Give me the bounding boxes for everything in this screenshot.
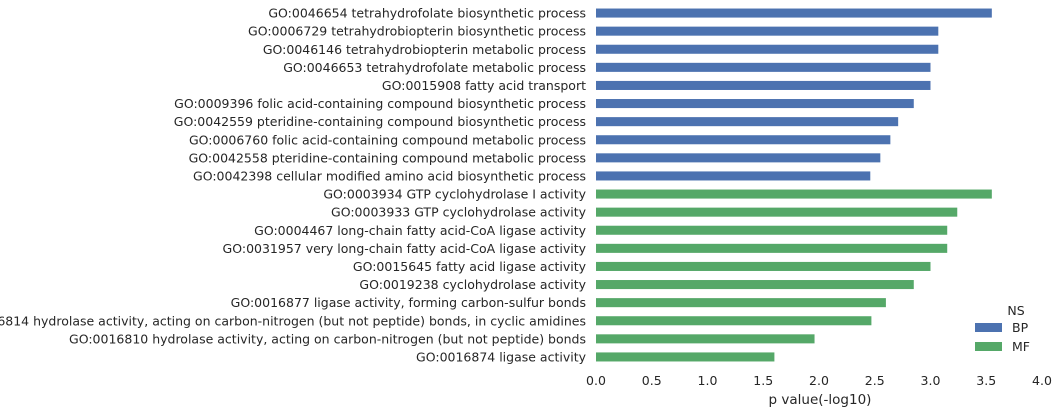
bars-layer [596, 8, 992, 362]
legend-label-bp: BP [1012, 320, 1029, 335]
x-axis-title: p value(-log10) [769, 392, 872, 408]
category-label: GO:0046653 tetrahydrofolate metabolic pr… [283, 60, 586, 75]
bar-bp [596, 171, 871, 181]
bar-bp [596, 135, 891, 145]
bar-mf [596, 298, 886, 308]
category-label: GO:0006760 folic acid-containing compoun… [189, 132, 586, 147]
bar-bp [596, 26, 939, 36]
category-label: GO:0031957 very long-chain fatty acid-Co… [223, 241, 587, 256]
x-tick-label: 0.0 [586, 373, 606, 388]
category-label: GO:0042559 pteridine-containing compound… [174, 114, 586, 129]
x-axis-ticks: 0.0 0.5 1.0 1.5 2.0 2.5 3.0 3.5 4.0 [586, 373, 1052, 388]
category-label: GO:0016810 hydrolase activity, acting on… [69, 331, 586, 346]
x-tick-label: 0.5 [642, 373, 662, 388]
category-label: GO:0016814 hydrolase activity, acting on… [0, 313, 586, 328]
bar-mf [596, 243, 948, 253]
bar-mf [596, 189, 992, 199]
category-label: GO:0009396 folic acid-containing compoun… [174, 96, 586, 111]
legend: NS BP MF [975, 303, 1030, 354]
bar-mf [596, 280, 914, 290]
category-label: GO:0016874 ligase activity [416, 349, 587, 364]
category-label: GO:0006729 tetrahydrobiopterin biosynthe… [248, 24, 586, 39]
bar-bp [596, 8, 992, 18]
legend-swatch-bp [975, 323, 1002, 332]
x-tick-label: 3.0 [921, 373, 941, 388]
category-label: GO:0015908 fatty acid transport [382, 78, 586, 93]
category-label: GO:0042398 cellular modified amino acid … [193, 168, 586, 183]
legend-title: NS [1007, 303, 1024, 318]
x-tick-label: 2.5 [865, 373, 885, 388]
category-label: GO:0016877 ligase activity, forming carb… [231, 295, 586, 310]
category-label: GO:0042558 pteridine-containing compound… [189, 150, 586, 165]
bar-bp [596, 99, 914, 109]
bar-bp [596, 44, 939, 54]
category-label: GO:0015645 fatty acid ligase activity [353, 259, 587, 274]
x-tick-label: 2.0 [809, 373, 829, 388]
category-label: GO:0046654 tetrahydrofolate biosynthetic… [268, 6, 586, 21]
bar-mf [596, 352, 775, 362]
bar-mf [596, 316, 872, 326]
x-tick-label: 1.0 [698, 373, 718, 388]
category-labels: GO:0046654 tetrahydrofolate biosynthetic… [0, 6, 587, 365]
legend-swatch-mf [975, 342, 1002, 351]
bar-bp [596, 153, 881, 163]
bar-bp [596, 80, 931, 90]
bar-bp [596, 117, 899, 127]
x-tick-label: 4.0 [1032, 373, 1052, 388]
bar-mf [596, 334, 815, 344]
legend-label-mf: MF [1012, 339, 1030, 354]
category-label: GO:0046146 tetrahydrobiopterin metabolic… [263, 42, 586, 57]
bar-bp [596, 62, 931, 72]
category-label: GO:0003933 GTP cyclohydrolase activity [331, 205, 587, 220]
category-label: GO:0004467 long-chain fatty acid-CoA lig… [254, 223, 586, 238]
bar-mf [596, 261, 931, 271]
bar-mf [596, 207, 958, 217]
x-tick-label: 1.5 [753, 373, 773, 388]
x-tick-label: 3.5 [976, 373, 996, 388]
category-label: GO:0003934 GTP cyclohydrolase I activity [323, 187, 586, 202]
bar-mf [596, 225, 948, 235]
category-label: GO:0019238 cyclohydrolase activity [359, 277, 586, 292]
legend-entries: BP MF [975, 320, 1030, 354]
